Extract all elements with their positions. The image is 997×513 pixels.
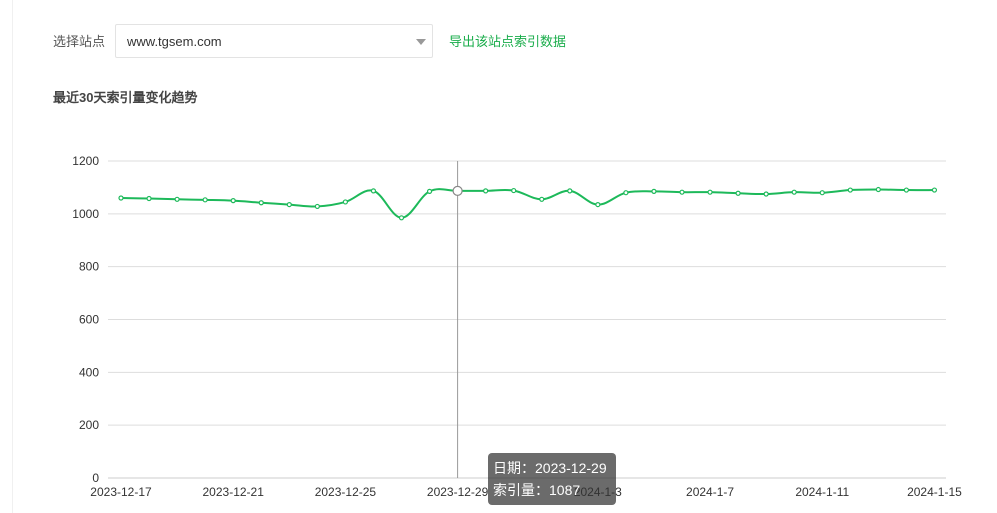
site-select-label: 选择站点 bbox=[53, 34, 106, 49]
highlighted-data-point[interactable] bbox=[452, 185, 463, 196]
tooltip-date: 日期：2023-12-29 bbox=[493, 460, 607, 476]
y-tick-label: 600 bbox=[79, 313, 99, 327]
x-tick-label: 2024-1-11 bbox=[795, 485, 849, 499]
data-point[interactable] bbox=[763, 191, 769, 197]
data-point[interactable] bbox=[539, 196, 545, 202]
data-point[interactable] bbox=[286, 201, 292, 208]
y-tick-label: 400 bbox=[79, 365, 99, 379]
data-point[interactable] bbox=[118, 195, 124, 201]
data-point[interactable] bbox=[511, 187, 517, 194]
y-tick-label: 1000 bbox=[72, 207, 99, 221]
x-tick-label: 2024-1-7 bbox=[686, 485, 734, 499]
tooltip-value: 索引量：1087 bbox=[493, 482, 581, 498]
data-point[interactable] bbox=[679, 189, 685, 195]
y-tick-label: 1200 bbox=[72, 154, 99, 168]
data-point[interactable] bbox=[875, 186, 881, 193]
data-point[interactable] bbox=[202, 197, 208, 203]
data-point[interactable] bbox=[314, 203, 320, 210]
data-point[interactable] bbox=[651, 188, 657, 194]
data-point[interactable] bbox=[623, 190, 629, 196]
left-divider bbox=[12, 0, 13, 513]
x-tick-label: 2023-12-21 bbox=[203, 485, 265, 499]
data-point[interactable] bbox=[847, 187, 853, 193]
data-point[interactable] bbox=[707, 189, 713, 195]
chart-tooltip: 日期：2023-12-29 索引量：1087 bbox=[488, 453, 616, 505]
data-point[interactable] bbox=[791, 189, 797, 195]
y-tick-label: 0 bbox=[92, 471, 99, 485]
data-point[interactable] bbox=[903, 187, 910, 193]
chevron-down-icon[interactable] bbox=[416, 39, 426, 45]
data-point[interactable] bbox=[595, 201, 601, 208]
x-tick-label: 2023-12-29 bbox=[427, 485, 489, 499]
y-tick-label: 200 bbox=[79, 418, 99, 432]
data-point[interactable] bbox=[819, 190, 825, 196]
data-point[interactable] bbox=[342, 199, 348, 205]
export-index-data-link[interactable]: 导出该站点索引数据 bbox=[449, 34, 567, 49]
data-point[interactable] bbox=[370, 188, 377, 194]
data-point[interactable] bbox=[174, 196, 180, 202]
data-point[interactable] bbox=[398, 215, 405, 221]
site-select-dropdown[interactable]: www.tgsem.com bbox=[115, 24, 433, 58]
data-point[interactable] bbox=[567, 188, 573, 194]
chart-section-title: 最近30天索引量变化趋势 bbox=[53, 90, 198, 105]
data-point[interactable] bbox=[483, 188, 489, 194]
site-select-value: www.tgsem.com bbox=[127, 34, 222, 49]
data-point[interactable] bbox=[230, 198, 236, 204]
data-point[interactable] bbox=[146, 195, 152, 202]
data-point[interactable] bbox=[426, 188, 433, 194]
data-point[interactable] bbox=[931, 187, 938, 193]
data-point[interactable] bbox=[258, 200, 264, 206]
x-tick-label: 2023-12-17 bbox=[90, 485, 152, 499]
data-point[interactable] bbox=[735, 190, 741, 196]
x-tick-label: 2024-1-15 bbox=[907, 485, 962, 499]
y-tick-label: 800 bbox=[79, 260, 99, 274]
x-tick-label: 2023-12-25 bbox=[315, 485, 377, 499]
